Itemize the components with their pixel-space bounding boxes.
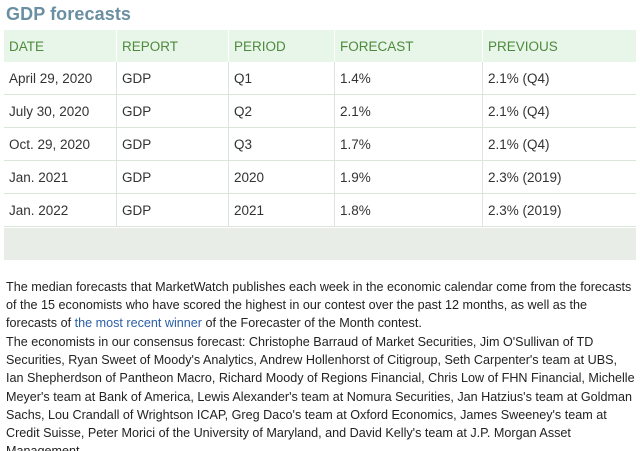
economists-paragraph: The economists in our consensus forecast… xyxy=(6,335,635,451)
cell-report: GDP xyxy=(116,94,229,128)
cell-forecast: 1.8% xyxy=(334,193,483,227)
table-header-row: DATE REPORT PERIOD FORECAST PREVIOUS xyxy=(4,30,636,62)
cell-period: 2020 xyxy=(228,160,335,194)
cell-previous: 2.1% (Q4) xyxy=(482,62,636,95)
cell-period: Q3 xyxy=(228,127,335,161)
header-forecast: FORECAST xyxy=(334,30,483,62)
cell-report: GDP xyxy=(116,193,229,227)
table-row: Jan. 2021 GDP 2020 1.9% 2.3% (2019) xyxy=(4,160,636,194)
cell-period: 2021 xyxy=(228,193,335,227)
page-title: GDP forecasts xyxy=(6,4,132,24)
cell-previous: 2.3% (2019) xyxy=(482,193,636,227)
cell-previous: 2.1% (Q4) xyxy=(482,127,636,161)
header-previous: PREVIOUS xyxy=(482,30,636,62)
header-report: REPORT xyxy=(116,30,229,62)
cell-report: GDP xyxy=(116,62,229,95)
cell-forecast: 1.7% xyxy=(334,127,483,161)
cell-forecast: 1.9% xyxy=(334,160,483,194)
header-period: PERIOD xyxy=(228,30,335,62)
cell-date: July 30, 2020 xyxy=(4,94,117,128)
recent-winner-link[interactable]: the most recent winner xyxy=(74,316,203,331)
table-row: Oct. 29, 2020 GDP Q3 1.7% 2.1% (Q4) xyxy=(4,127,636,161)
cell-date: April 29, 2020 xyxy=(4,62,117,95)
cell-previous: 2.3% (2019) xyxy=(482,160,636,194)
header-date: DATE xyxy=(4,30,117,62)
cell-date: Oct. 29, 2020 xyxy=(4,127,117,161)
cell-previous: 2.1% (Q4) xyxy=(482,94,636,128)
cell-period: Q1 xyxy=(228,62,335,95)
cell-period: Q2 xyxy=(228,94,335,128)
table-row: April 29, 2020 GDP Q1 1.4% 2.1% (Q4) xyxy=(4,62,636,95)
paragraph-text: The median forecasts that MarketWatch pu… xyxy=(6,280,632,331)
paragraph-text-end: of the Forecaster of the Month contest. xyxy=(205,316,422,331)
gdp-forecast-table: DATE REPORT PERIOD FORECAST PREVIOUS Apr… xyxy=(4,30,636,227)
cell-date: Jan. 2021 xyxy=(4,160,117,194)
cell-forecast: 2.1% xyxy=(334,94,483,128)
table-row: July 30, 2020 GDP Q2 2.1% 2.1% (Q4) xyxy=(4,94,636,128)
cell-date: Jan. 2022 xyxy=(4,193,117,227)
table-row: Jan. 2022 GDP 2021 1.8% 2.3% (2019) xyxy=(4,193,636,227)
table-footer-band xyxy=(4,228,636,260)
cell-report: GDP xyxy=(116,160,229,194)
cell-forecast: 1.4% xyxy=(334,62,483,95)
methodology-paragraph: The median forecasts that MarketWatch pu… xyxy=(6,278,636,333)
cell-report: GDP xyxy=(116,127,229,161)
